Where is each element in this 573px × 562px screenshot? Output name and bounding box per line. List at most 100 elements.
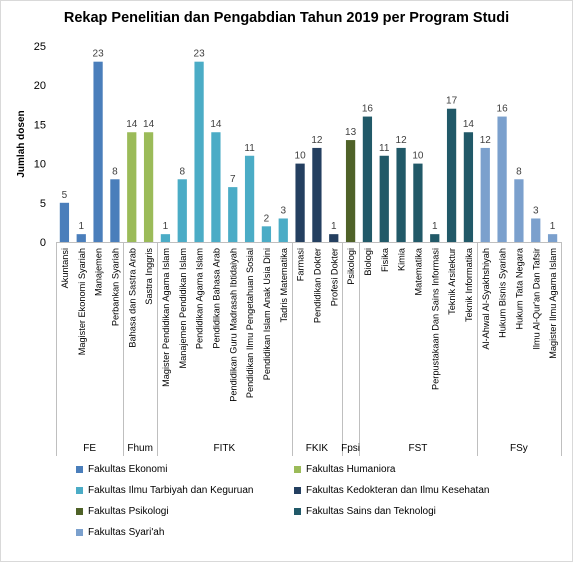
legend-label: Fakultas Syari'ah <box>88 526 165 538</box>
bar <box>345 140 356 242</box>
legend-item: Fakultas Sains dan Teknologi <box>294 504 436 518</box>
category-label: Pendidikan Dokter <box>312 248 322 323</box>
bar <box>497 116 507 242</box>
y-tick-label: 0 <box>40 237 46 249</box>
category-label: Matematika <box>413 247 423 295</box>
category-label: Magister Ilmu Agama Islam <box>548 248 558 359</box>
group-label: FKIK <box>306 443 329 454</box>
data-label: 23 <box>194 49 206 60</box>
category-label: Bahasa dan Sastra Arab <box>127 248 137 348</box>
data-label: 1 <box>163 221 169 232</box>
data-label: 12 <box>396 135 408 146</box>
data-label: 3 <box>280 205 286 216</box>
y-tick-label: 10 <box>34 159 46 171</box>
category-label: Pendidikan Ilmu Pengetahuan Sosial <box>245 248 255 398</box>
bar <box>446 108 457 242</box>
bar <box>110 179 120 242</box>
y-tick-label: 5 <box>40 198 46 210</box>
legend-swatch <box>76 465 83 473</box>
legend-item: Fakultas Psikologi <box>76 504 169 518</box>
bar <box>430 234 440 242</box>
data-label: 14 <box>210 119 222 130</box>
bar <box>547 234 558 242</box>
bar <box>480 147 490 242</box>
group-label: FST <box>408 443 427 454</box>
group-label: FSy <box>510 443 528 454</box>
category-label: Magister Pendidikan Agama Islam <box>161 248 171 387</box>
legend-item: Fakultas Humaniora <box>294 462 395 476</box>
bar <box>261 226 272 242</box>
legend-label: Fakultas Ilmu Tarbiyah dan Keguruan <box>88 484 254 496</box>
legend-label: Fakultas Ekonomi <box>88 463 168 475</box>
chart-title: Rekap Penelitian dan Pengabdian Tahun 20… <box>63 10 510 26</box>
bar <box>211 132 221 242</box>
category-label: Pendidikan Guru Madrasah Ibtidaiyah <box>228 248 238 402</box>
category-label: Tadris Matematika <box>279 247 289 322</box>
legend-label: Fakultas Humaniora <box>306 463 396 475</box>
bar <box>228 187 238 242</box>
category-label: Farmasi <box>296 248 306 281</box>
y-tick-label: 15 <box>34 119 46 131</box>
data-label: 11 <box>379 143 390 154</box>
bar <box>295 163 305 242</box>
data-label: 11 <box>244 143 255 154</box>
data-label: 1 <box>432 221 438 232</box>
category-label: Sastra Inggris <box>144 248 154 305</box>
data-label: 12 <box>480 135 492 146</box>
bar <box>143 132 154 242</box>
data-label: 8 <box>179 166 185 177</box>
data-label: 10 <box>412 151 424 162</box>
data-label: 16 <box>362 104 374 115</box>
data-label: 12 <box>311 135 323 146</box>
bar <box>59 202 70 242</box>
data-label: 1 <box>78 221 84 232</box>
category-label: Psikologi <box>346 248 356 285</box>
y-tick-label: 20 <box>34 80 46 92</box>
bar <box>194 61 204 243</box>
category-label: Pendidikan Islam Anak Usia Dini <box>262 248 272 380</box>
data-label: 8 <box>516 166 522 177</box>
category-label: Akuntansi <box>60 248 70 288</box>
data-label: 14 <box>463 119 475 130</box>
bar <box>514 179 524 242</box>
data-label: 7 <box>230 174 236 185</box>
bar <box>312 147 322 242</box>
bar <box>160 234 171 242</box>
category-label: Ilmu Al-Qur'an Dan Tafsir <box>531 248 541 350</box>
data-label: 5 <box>62 190 68 201</box>
data-label: 13 <box>345 127 357 138</box>
data-label: 1 <box>550 221 556 232</box>
category-label: Perpustakaan Dan Sains Informasi <box>430 248 440 390</box>
bar <box>329 234 339 242</box>
bar <box>531 218 541 242</box>
category-label: Hukum Bisnis Syariah <box>498 248 508 338</box>
category-label: Manajemen <box>94 248 104 296</box>
data-label: 23 <box>93 49 105 60</box>
legend-label: Fakultas Kedokteran dan Ilmu Kesehatan <box>306 484 490 496</box>
legend-swatch <box>294 486 301 494</box>
bar <box>177 179 187 242</box>
bar <box>93 61 103 243</box>
group-label: Fhum <box>127 443 153 454</box>
legend-item: Fakultas Ekonomi <box>76 462 167 476</box>
legend-label: Fakultas Psikologi <box>88 505 169 517</box>
data-label: 16 <box>497 104 509 115</box>
group-label: FE <box>83 443 96 454</box>
category-label: Profesi Dokter <box>329 248 339 306</box>
legend-swatch <box>294 507 301 515</box>
bar <box>362 116 373 242</box>
legend-item: Fakultas Syari'ah <box>76 525 164 539</box>
group-label: Fpsi <box>341 443 360 454</box>
bar <box>278 218 288 242</box>
category-label: Fisika <box>380 247 390 272</box>
data-label: 2 <box>264 213 270 224</box>
legend-swatch <box>76 486 83 494</box>
y-axis-label: Jumlah dosen <box>16 110 27 177</box>
legend-item: Fakultas Kedokteran dan Ilmu Kesehatan <box>294 483 489 497</box>
bar <box>463 132 474 242</box>
category-label: Al-Ahwal Al-Syakhshiyah <box>481 248 491 350</box>
group-label: FITK <box>213 443 235 454</box>
data-label: 1 <box>331 221 337 232</box>
legend-swatch <box>76 528 83 536</box>
category-label: Perbankan Syariah <box>110 248 120 326</box>
